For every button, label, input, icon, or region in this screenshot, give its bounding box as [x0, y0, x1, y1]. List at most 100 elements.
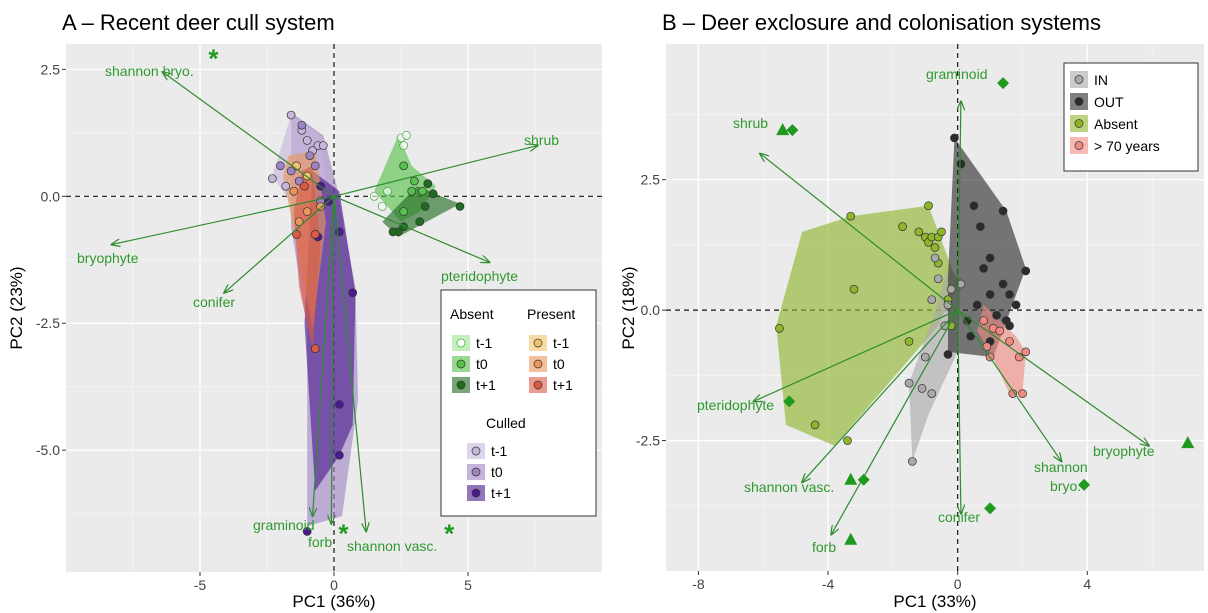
x-tick-label: -5: [194, 577, 207, 593]
arrow-label: bryophyte: [1093, 443, 1155, 459]
point-OUT: [1005, 321, 1014, 331]
point-absent_t+1: [388, 227, 398, 237]
point-Absent_B: [914, 227, 924, 237]
point-culled_t0: [297, 120, 307, 130]
legend-dot-OUT: [1074, 97, 1084, 106]
arrow-label: pteridophyte: [697, 397, 774, 413]
panel-b-legend-items: IN OUT Absent > 70 years: [1070, 71, 1160, 154]
asterisk-marker: *: [338, 518, 349, 548]
point-OUT: [992, 310, 1001, 320]
point-IN: [907, 457, 917, 466]
point-absent_t+1: [428, 189, 438, 199]
legend-label: IN: [1094, 72, 1108, 88]
hull-OUT: [947, 137, 1026, 358]
point-present_t+1: [292, 230, 301, 239]
point-present_t0: [289, 186, 299, 196]
panel-b: B – Deer exclosure and colonisation syst…: [619, 10, 1204, 611]
loading-arrow: [333, 146, 538, 197]
panel-b-markers: [776, 77, 1195, 545]
diamond-marker: [783, 395, 796, 408]
legend-dot-present_t+1: [533, 380, 543, 390]
x-tick-label: 0: [330, 577, 338, 593]
arrow-label: pteridophyte: [441, 268, 518, 284]
point-Absent_B: [810, 420, 820, 430]
point-culled_t-1: [281, 181, 291, 191]
point-gt70: [979, 316, 988, 325]
arrow-label: shrub: [524, 132, 559, 148]
point-IN: [917, 384, 927, 393]
point-absent_t+1: [423, 179, 433, 188]
arrow-label: forb: [308, 534, 332, 550]
point-Absent_B: [849, 284, 859, 294]
point-Absent_B: [846, 211, 856, 221]
legend-label: t0: [476, 356, 488, 372]
legend-header-present: Present: [527, 306, 575, 322]
point-absent_t0: [407, 186, 417, 196]
point-IN: [927, 295, 937, 305]
point-culled_t-1: [318, 141, 328, 150]
legend-label: t-1: [476, 335, 493, 351]
point-OUT: [1005, 290, 1014, 299]
point-absent_t+1: [415, 217, 425, 227]
arrow-label: conifer: [938, 509, 980, 525]
panel-a-loading-arrows: shannon bryo. shrub bryophyte conifer pterid…: [77, 63, 559, 554]
diamond-marker: [1078, 478, 1091, 491]
point-absent_t-1: [377, 202, 387, 211]
loading-arrow: [957, 309, 1062, 461]
panel-b-title: B – Deer exclosure and colonisation syst…: [662, 10, 1101, 35]
point-gt70: [1005, 337, 1014, 346]
point-gt70: [995, 326, 1005, 336]
point-culled_t-1: [286, 110, 296, 120]
arrow-label: forb: [812, 539, 836, 555]
x-tick-label: -8: [692, 576, 705, 592]
arrow-label: shannon vasc.: [347, 538, 437, 554]
legend-dot-present_t0: [533, 359, 543, 369]
loading-arrow: [831, 309, 959, 534]
legend-label: t-1: [491, 443, 508, 459]
legend-label: OUT: [1094, 94, 1124, 110]
point-culled_t+1: [335, 450, 344, 460]
point-Absent_B: [924, 201, 933, 211]
panel-b-legend: IN OUT Absent > 70 years: [1063, 62, 1199, 172]
triangle-marker: [844, 532, 858, 545]
hull-present_t+1: [293, 165, 321, 349]
legend-dot-culled_t-1: [471, 446, 481, 456]
arrow-label: shrub: [733, 115, 768, 131]
point-absent_t-1: [399, 141, 409, 150]
point-Absent_B: [775, 324, 784, 333]
legend-dot-present_t-1: [533, 338, 543, 348]
legend-label: t+1: [553, 377, 573, 393]
asterisk-marker: *: [208, 44, 219, 74]
point-absent_t0: [399, 207, 409, 216]
point-OUT: [998, 279, 1008, 289]
point-gt70: [1018, 389, 1027, 398]
point-culled_t0: [286, 166, 296, 176]
panel-a-title: A – Recent deer cull system: [62, 10, 335, 35]
legend-header-culled: Culled: [486, 415, 526, 431]
point-OUT: [943, 350, 953, 359]
y-tick-label: -2.5: [636, 433, 660, 449]
point-absent_t-1: [402, 131, 411, 140]
point-culled_t0: [294, 176, 304, 186]
arrow-label: shannon bryo.: [105, 63, 194, 79]
diamond-marker: [857, 473, 870, 486]
point-OUT: [998, 206, 1008, 216]
point-OUT: [979, 264, 988, 273]
point-absent_t-1: [369, 191, 379, 201]
hull-Absent_B: [776, 205, 958, 446]
panel-a-legend-items: t-1 t0 t+1 t-1 t0 t+1 t-1 t0 t+1: [452, 335, 573, 501]
point-OUT: [1021, 266, 1031, 276]
y-tick-label: 0.0: [41, 188, 61, 204]
legend-dot-culled_t0: [471, 467, 481, 477]
loading-arrow: [313, 196, 335, 516]
panel-b-ylabel: PC2 (18%): [619, 266, 638, 349]
panel-a-ticks: -5 0 5 2.5 0.0 -2.5 -5.0: [36, 61, 472, 593]
loading-arrow: [333, 196, 366, 531]
legend-dot-IN: [1074, 75, 1084, 84]
legend-label: t+1: [491, 485, 511, 501]
point-present_t+1: [310, 344, 320, 353]
y-tick-label: 2.5: [41, 61, 61, 77]
y-tick-label: 0.0: [641, 302, 661, 318]
point-IN: [956, 279, 966, 289]
